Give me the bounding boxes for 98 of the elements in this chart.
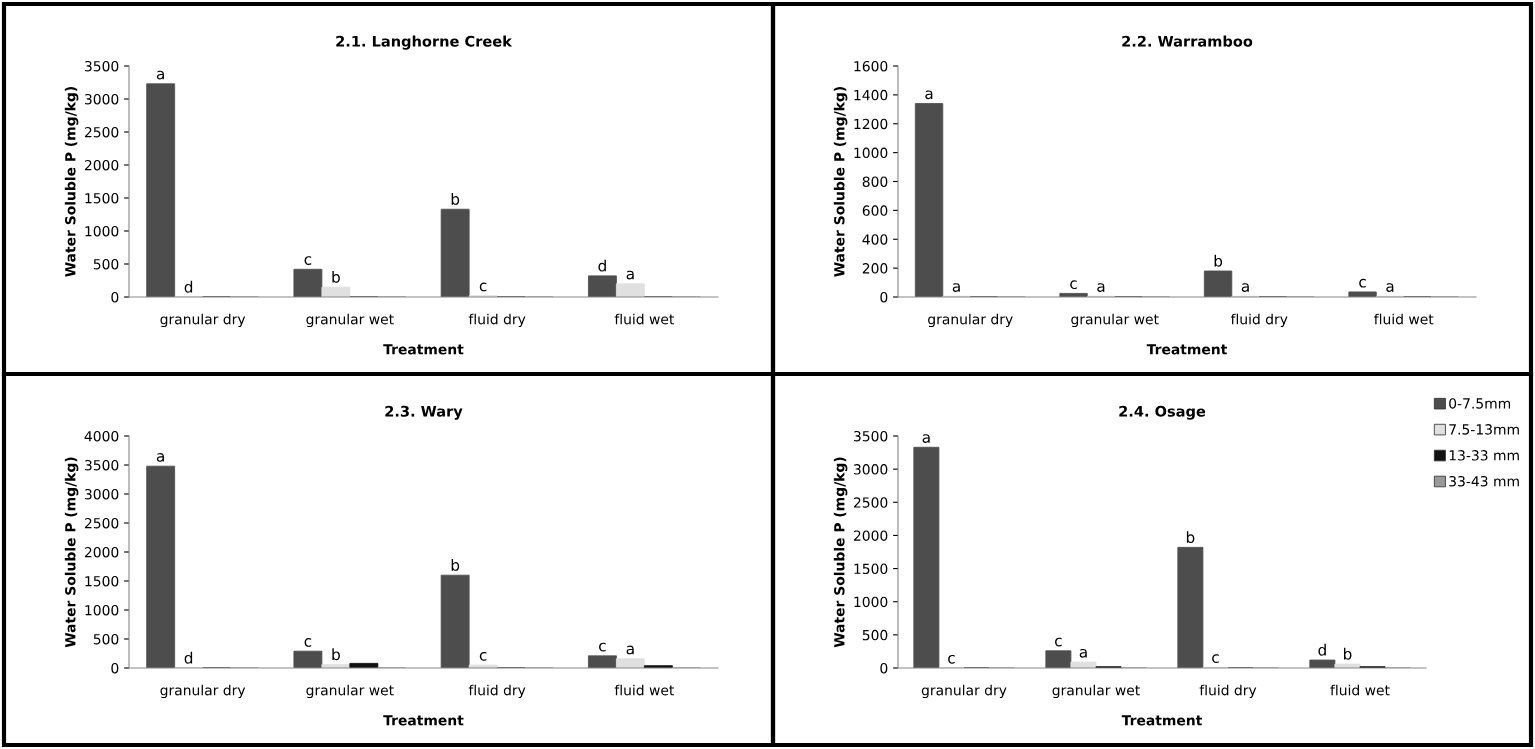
chart-title: 2.4. Osage — [1119, 405, 1206, 420]
data-label: a — [626, 270, 634, 280]
data-label: b — [332, 270, 340, 283]
x-tick-label: fluid dry — [468, 684, 526, 699]
x-tick-label: granular dry — [160, 684, 246, 699]
y-tick-label: 1400 — [854, 89, 888, 101]
data-label: c — [1359, 278, 1366, 288]
x-axis-title: Treatment — [383, 715, 464, 726]
data-label: b — [451, 193, 460, 205]
data-label: c — [1070, 280, 1077, 290]
x-tick-label: fluid wet — [614, 684, 675, 696]
x-axis-title: Treatment — [1146, 344, 1227, 355]
y-axis-title: Water Soluble P (mg/kg) — [64, 457, 79, 648]
y-tick-label: 3000 — [84, 93, 119, 105]
y-tick-label: 2500 — [853, 497, 888, 508]
y-tick-label: 1200 — [854, 118, 888, 130]
y-tick-label: 400 — [862, 234, 888, 245]
data-label: b — [1214, 254, 1223, 267]
y-tick-label: 1500 — [85, 192, 119, 204]
data-label: b — [1344, 647, 1352, 660]
data-label: a — [1241, 283, 1249, 292]
y-tick-label: 1000 — [854, 596, 888, 608]
legend-label: 13-33 mm — [1449, 450, 1519, 461]
y-tick-label: 800 — [862, 176, 888, 187]
data-label: b — [1186, 531, 1195, 544]
y-tick-label: 1600 — [854, 60, 888, 72]
y-tick-label: 2000 — [84, 159, 119, 171]
x-tick-label: granular wet — [306, 684, 394, 699]
x-tick-label: granular wet — [306, 313, 394, 328]
x-tick-label: fluid dry — [1230, 313, 1288, 328]
y-tick-label: 3500 — [853, 430, 888, 442]
y-tick-label: 0 — [111, 662, 119, 674]
y-tick-label: 0 — [111, 291, 119, 303]
data-label: a — [156, 453, 164, 462]
legend-label: 0-7.5mm — [1449, 398, 1511, 409]
data-label: a — [156, 70, 164, 80]
data-label: d — [598, 259, 606, 272]
x-tick-label: fluid dry — [468, 313, 526, 328]
x-tick-label: granular dry — [921, 684, 1007, 699]
data-label: c — [1212, 654, 1219, 663]
data-label: c — [479, 651, 487, 661]
y-tick-label: 1500 — [85, 575, 119, 587]
data-label: a — [952, 283, 960, 292]
y-tick-label: 1500 — [854, 563, 888, 575]
x-tick-label: fluid dry — [1199, 684, 1257, 699]
x-axis-title: Treatment — [1121, 715, 1202, 726]
data-label: b — [451, 559, 460, 571]
data-label: d — [184, 651, 193, 664]
data-label: a — [1079, 648, 1087, 658]
y-tick-label: 200 — [862, 263, 888, 274]
x-tick-label: granular dry — [160, 313, 246, 328]
chart-title: 2.1. Langhorne Creek — [336, 35, 513, 50]
data-label: c — [304, 256, 312, 265]
y-tick-label: 500 — [93, 633, 119, 645]
y-axis-title: Water Soluble P (mg/kg) — [833, 457, 848, 648]
y-axis-title: Water Soluble P (mg/kg) — [833, 86, 848, 277]
chart-title: 2.2. Warramboo — [1122, 35, 1253, 47]
legend-label: 7.5-13mm — [1449, 424, 1519, 435]
y-tick-label: 0 — [880, 291, 888, 303]
data-label: c — [948, 654, 955, 664]
data-label: c — [304, 638, 312, 647]
data-label: d — [1318, 643, 1326, 656]
data-label: d — [184, 280, 193, 293]
data-label: a — [922, 434, 930, 443]
y-tick-label: 3000 — [84, 488, 119, 500]
y-tick-label: 3500 — [84, 60, 119, 72]
data-label: c — [1055, 637, 1062, 647]
y-tick-label: 500 — [862, 629, 888, 641]
x-tick-label: fluid wet — [1374, 313, 1434, 325]
data-label: c — [599, 642, 606, 652]
data-label: a — [925, 90, 933, 100]
y-tick-label: 3500 — [84, 459, 119, 471]
data-label: c — [479, 282, 487, 292]
x-axis-title: Treatment — [383, 344, 464, 355]
y-tick-label: 600 — [862, 205, 888, 216]
data-label: a — [1386, 283, 1394, 292]
x-tick-label: granular dry — [928, 313, 1013, 328]
y-tick-label: 1000 — [854, 147, 888, 159]
chart-title: 2.3. Wary — [385, 405, 463, 420]
y-tick-label: 2500 — [84, 517, 119, 529]
x-tick-label: granular wet — [1052, 684, 1140, 699]
y-tick-label: 4000 — [84, 430, 119, 442]
data-label: a — [1097, 283, 1105, 292]
data-label: a — [626, 645, 634, 655]
y-axis-title: Water Soluble P (mg/kg) — [64, 86, 79, 277]
x-tick-label: granular wet — [1071, 313, 1159, 328]
data-label: b — [332, 648, 340, 661]
y-tick-label: 2000 — [84, 546, 119, 558]
legend-label: 33-43 mm — [1449, 476, 1519, 487]
y-tick-label: 2000 — [853, 530, 888, 541]
y-tick-label: 1000 — [85, 225, 119, 237]
x-tick-label: fluid wet — [1330, 684, 1390, 696]
y-tick-label: 1000 — [85, 604, 119, 616]
y-tick-label: 3000 — [853, 464, 888, 475]
y-tick-label: 0 — [880, 662, 888, 674]
y-tick-label: 2500 — [84, 126, 119, 138]
x-tick-label: fluid wet — [614, 313, 675, 325]
y-tick-label: 500 — [93, 258, 119, 270]
